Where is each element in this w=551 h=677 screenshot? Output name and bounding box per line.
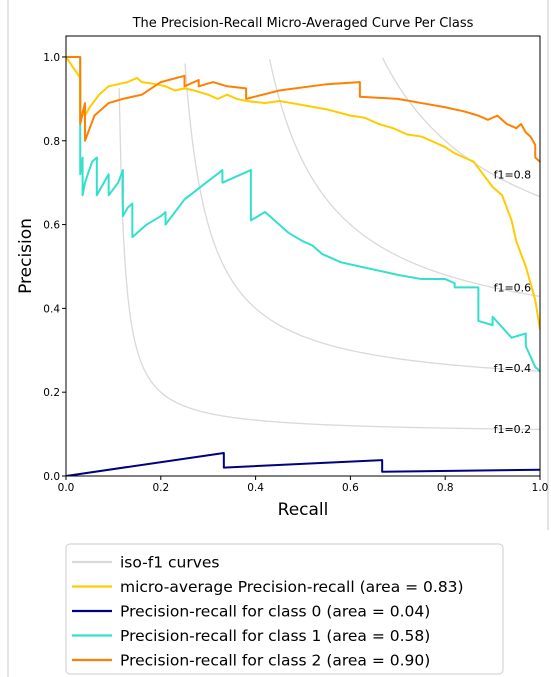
series-line	[66, 56, 540, 330]
y-tick-label: 0.0	[43, 471, 60, 483]
y-tick-label: 0.6	[43, 220, 60, 232]
iso-f1-label: f1=0.2	[494, 423, 532, 436]
iso-f1-curve	[268, 59, 540, 298]
iso-f1-curve	[184, 63, 540, 372]
legend-box	[65, 543, 504, 675]
y-tick-label: 0.2	[43, 387, 60, 399]
y-ticks: 0.0 0.2 0.4 0.6 0.8 1.0	[43, 52, 66, 483]
series-line	[66, 55, 540, 372]
x-tick-label: 0.4	[247, 482, 264, 494]
iso-f1-label: f1=0.6	[494, 281, 532, 294]
chart-title: The Precision-Recall Micro-Averaged Curv…	[132, 16, 474, 31]
x-tick-label: 0.8	[437, 482, 454, 494]
iso-f1-curves	[118, 57, 540, 431]
plot-area: 0.0 0.2 0.4 0.6 0.8 1.0 0.0 0.2 0.4 0.6 0.8 1.0 f1…	[43, 35, 549, 494]
x-ticks: 0.0 0.2 0.4 0.6 0.8 1.0	[58, 476, 549, 494]
legend-label: Precision-recall for class 0 (area = 0.0…	[120, 603, 430, 621]
iso-f1-label: f1=0.8	[494, 168, 532, 181]
series-line	[66, 55, 540, 163]
legend: iso-f1 curves micro-average Precision-rec…	[65, 543, 504, 675]
x-tick-label: 0.2	[152, 482, 169, 494]
legend-label: micro-average Precision-recall (area = 0…	[120, 578, 464, 596]
legend-label: Precision-recall for class 1 (area = 0.5…	[120, 627, 430, 645]
legend-label: Precision-recall for class 2 (area = 0.9…	[120, 652, 430, 670]
x-axis-title: Recall	[278, 500, 329, 520]
iso-f1-label: f1=0.4	[494, 362, 532, 375]
axes-box	[65, 35, 541, 477]
legend-items: iso-f1 curves micro-average Precision-rec…	[72, 554, 464, 670]
iso-f1-labels: f1=0.2 f1=0.4 f1=0.6 f1=0.8	[494, 168, 532, 436]
x-tick-label: 1.0	[532, 482, 549, 494]
x-tick-label: 0.6	[342, 482, 359, 494]
x-tick-label: 0.0	[58, 482, 75, 494]
series-lines	[66, 55, 540, 476]
y-tick-label: 0.4	[43, 303, 60, 315]
y-tick-label: 1.0	[43, 52, 60, 64]
y-axis-title: Precision	[16, 218, 36, 294]
y-tick-label: 0.8	[43, 136, 60, 148]
iso-f1-curve	[118, 88, 540, 431]
series-line	[66, 451, 540, 476]
legend-label: iso-f1 curves	[120, 554, 220, 572]
